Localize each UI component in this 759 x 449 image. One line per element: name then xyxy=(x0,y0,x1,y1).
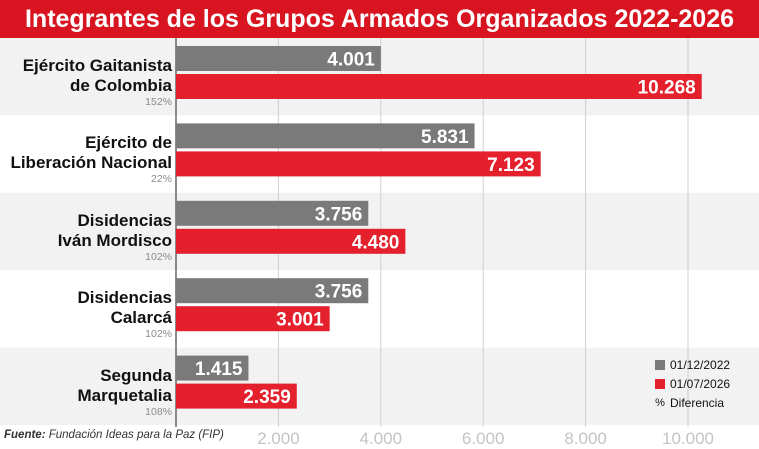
legend-swatch-gray xyxy=(655,359,665,370)
bar-value-label: 10.268 xyxy=(638,78,696,99)
bar-value-label: 3.756 xyxy=(315,282,363,303)
x-tick-label: 6.000 xyxy=(462,429,505,448)
legend-item-2022: 01/12/2022 xyxy=(655,355,750,374)
difference-label: 108% xyxy=(145,405,172,418)
chart-title: Integrantes de los Grupos Armados Organi… xyxy=(24,5,735,33)
difference-label: 22% xyxy=(150,173,172,186)
bar-2026 xyxy=(176,228,406,254)
category-band xyxy=(0,347,759,425)
source-note: Fuente: Fundación Ideas para la Paz (FIP… xyxy=(4,429,224,441)
x-tick-label: 8.000 xyxy=(564,429,607,448)
bar-2026 xyxy=(176,151,541,177)
bar-2026 xyxy=(176,383,297,409)
bar-2022 xyxy=(176,278,369,304)
legend-label-difference: Diferencia xyxy=(670,395,725,410)
category-label: Ejército Gaitanista xyxy=(22,56,172,75)
bar-value-label: 3.756 xyxy=(315,204,363,225)
legend-item-2026: 01/07/2026 xyxy=(655,374,750,393)
category-label: Liberación Nacional xyxy=(10,153,172,173)
bar-value-label: 1.415 xyxy=(195,359,243,380)
difference-label: 102% xyxy=(145,328,172,341)
category-label: Segunda xyxy=(100,365,172,385)
category-label: Calarcá xyxy=(110,308,172,328)
bar-2022 xyxy=(176,123,475,149)
bar-value-label: 4.480 xyxy=(352,232,400,253)
bar-2022 xyxy=(176,46,381,71)
bar-2026 xyxy=(176,74,702,99)
category-label: Marquetalia xyxy=(77,385,172,405)
x-tick-label: 10.000 xyxy=(662,429,714,448)
bar-2022 xyxy=(176,355,249,381)
legend-swatch-red xyxy=(655,378,665,389)
category-label: Ejército de xyxy=(85,133,172,153)
bar-value-label: 2.359 xyxy=(243,387,291,408)
bar-value-label: 3.001 xyxy=(276,310,324,331)
bar-value-label: 4.001 xyxy=(327,50,375,71)
bar-value-label: 5.831 xyxy=(421,127,469,148)
legend-label-2026: 01/07/2026 xyxy=(670,376,731,391)
legend: 01/12/2022 01/07/2026 % Diferencia xyxy=(655,355,750,412)
source-label: Fuente: xyxy=(4,429,46,441)
title-bar xyxy=(0,0,759,38)
category-label: Disidencias xyxy=(77,288,173,308)
x-tick-label: 2.000 xyxy=(257,429,300,448)
category-label: de Colombia xyxy=(69,76,172,95)
source-text: Fundación Ideas para la Paz (FIP) xyxy=(48,429,224,441)
bar-2022 xyxy=(176,200,369,226)
category-label: Iván Mordisco xyxy=(57,230,172,250)
x-tick-label: 4.000 xyxy=(360,429,403,448)
difference-label: 152% xyxy=(145,96,172,108)
percent-icon: % xyxy=(655,396,665,409)
difference-label: 102% xyxy=(145,250,172,263)
legend-label-2022: 01/12/2022 xyxy=(670,357,731,372)
category-band xyxy=(0,270,759,348)
legend-item-difference: % Diferencia xyxy=(655,393,750,412)
bar-2026 xyxy=(176,306,330,332)
category-label: Disidencias xyxy=(77,210,173,230)
bar-value-label: 7.123 xyxy=(487,155,535,176)
